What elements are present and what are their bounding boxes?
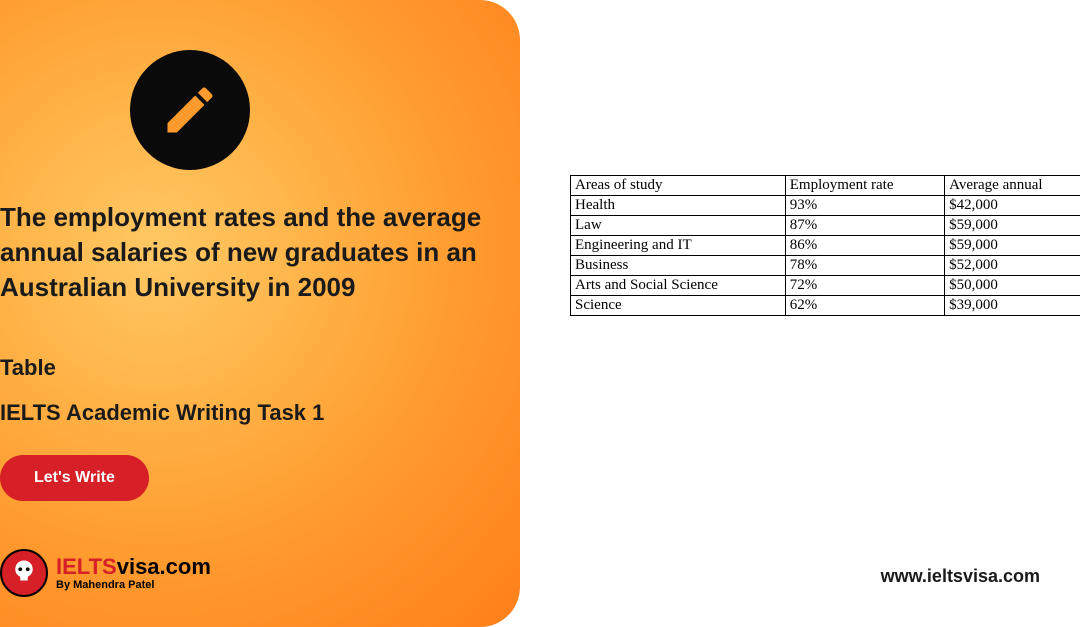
table-cell: 62% xyxy=(785,296,944,316)
logo-text: IELTSvisa.com xyxy=(56,556,211,578)
website-url: www.ieltsvisa.com xyxy=(881,566,1040,587)
table-cell: 78% xyxy=(785,256,944,276)
table-header-cell: Average annual xyxy=(945,176,1080,196)
pencil-icon xyxy=(160,80,220,140)
table-row: Science62%$39,000 xyxy=(571,296,1080,316)
lets-write-button[interactable]: Let's Write xyxy=(0,455,149,501)
page-title: The employment rates and the average ann… xyxy=(0,200,500,305)
brand-logo: IELTSvisa.com By Mahendra Patel xyxy=(0,549,211,597)
table-cell: $42,000 xyxy=(945,196,1080,216)
table-cell: Health xyxy=(571,196,786,216)
table-header-cell: Employment rate xyxy=(785,176,944,196)
table-cell: Engineering and IT xyxy=(571,236,786,256)
table-cell: $52,000 xyxy=(945,256,1080,276)
table-cell: 93% xyxy=(785,196,944,216)
table-cell: $39,000 xyxy=(945,296,1080,316)
table-row: Law87%$59,000 xyxy=(571,216,1080,236)
table-row: Engineering and IT86%$59,000 xyxy=(571,236,1080,256)
logo-byline: By Mahendra Patel xyxy=(56,580,211,591)
pencil-icon-circle xyxy=(130,50,250,170)
gradient-background xyxy=(0,0,520,627)
table-cell: Science xyxy=(571,296,786,316)
logo-red-text: IELTS xyxy=(56,554,117,579)
task-label: IELTS Academic Writing Task 1 xyxy=(0,400,324,426)
table-cell: 86% xyxy=(785,236,944,256)
table-cell: $59,000 xyxy=(945,236,1080,256)
table-cell: Arts and Social Science xyxy=(571,276,786,296)
table-cell: 72% xyxy=(785,276,944,296)
table-cell: Business xyxy=(571,256,786,276)
chart-type-label: Table xyxy=(0,355,56,381)
employment-table: Areas of studyEmployment rateAverage ann… xyxy=(570,175,1080,316)
table-cell: Law xyxy=(571,216,786,236)
logo-black-text: visa.com xyxy=(117,554,211,579)
table-header-cell: Areas of study xyxy=(571,176,786,196)
logo-mark-icon xyxy=(0,549,48,597)
table-row: Business78%$52,000 xyxy=(571,256,1080,276)
table-cell: 87% xyxy=(785,216,944,236)
table-cell: $50,000 xyxy=(945,276,1080,296)
table-cell: $59,000 xyxy=(945,216,1080,236)
table-row: Health93%$42,000 xyxy=(571,196,1080,216)
table-row: Arts and Social Science72%$50,000 xyxy=(571,276,1080,296)
